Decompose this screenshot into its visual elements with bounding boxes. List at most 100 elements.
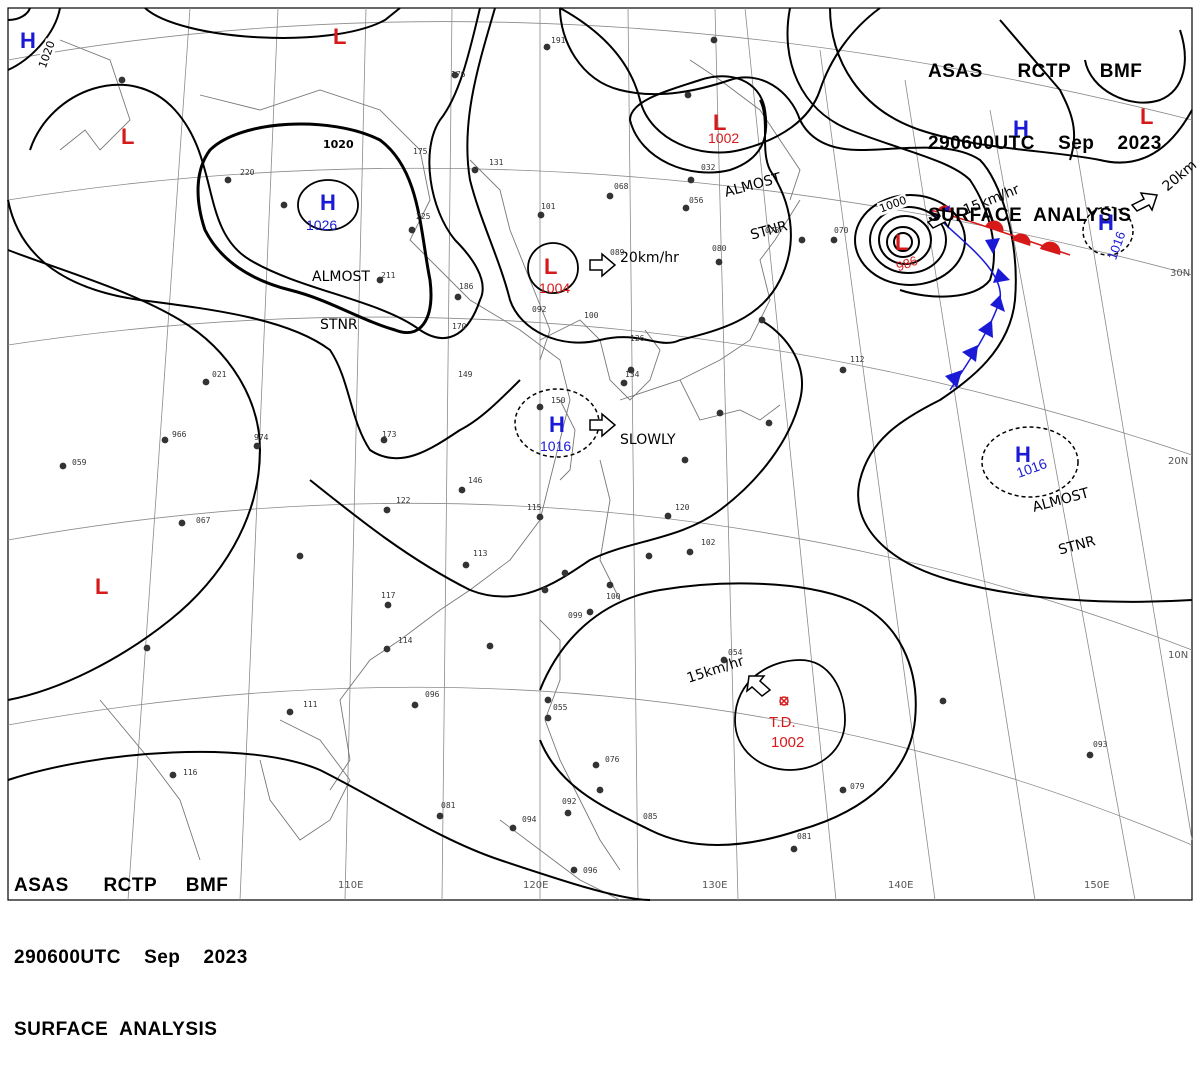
map-frame: [7, 7, 1193, 901]
low-typhoon: L: [895, 230, 909, 255]
station-value: 117: [381, 591, 396, 600]
station-value: 059: [72, 458, 87, 467]
station-value: 220: [240, 168, 255, 177]
td-label: T.D.: [769, 714, 796, 731]
station-value: 080: [712, 244, 727, 253]
station-value: 094: [522, 815, 537, 824]
station-value: 099: [568, 611, 583, 620]
station-value: 225: [416, 212, 431, 221]
low-sw: L: [95, 574, 109, 599]
station-value: 055: [553, 703, 568, 712]
station-value: 116: [183, 768, 198, 777]
station-value: 974: [254, 433, 269, 442]
lat-label-10: 10N: [1168, 650, 1189, 661]
almost-stnr-label: ALMOST STNR: [312, 269, 370, 333]
station-value: 170: [452, 322, 467, 331]
station-value: 076: [605, 755, 620, 764]
footer-line-2: 290600UTC Sep 2023: [14, 947, 248, 968]
station-value: 081: [441, 801, 456, 810]
arrow-td-icon: [746, 675, 772, 697]
high-east: H: [1015, 442, 1031, 467]
station-value: 120: [675, 503, 690, 512]
td-symbol-icon: [779, 696, 789, 706]
motion-arrows: [589, 192, 1159, 697]
station-value: 126: [630, 334, 645, 343]
arrow-east-icon: [1130, 192, 1159, 212]
station-value: 131: [489, 158, 504, 167]
station-value: 096: [425, 690, 440, 699]
low-nw: L: [121, 124, 135, 149]
lon-label-150: 150E: [1084, 880, 1110, 891]
arrow-korea-icon: [589, 252, 617, 278]
station-value: 054: [728, 648, 743, 657]
low-korea-pressure: 1004: [539, 280, 571, 296]
high-ne: H: [1013, 116, 1029, 141]
arrow-typhoon-icon: [926, 209, 955, 229]
high-pacific: H: [1098, 210, 1114, 235]
header-line-2: 290600UTC Sep 2023: [928, 133, 1162, 154]
station-value: 146: [468, 476, 483, 485]
station-value: 114: [398, 636, 413, 645]
station-value: 089: [610, 248, 625, 257]
station-markers: [59, 36, 1094, 874]
motion-korea-label: 20km/hr: [620, 250, 679, 266]
station-value: 134: [625, 370, 640, 379]
station-value: 122: [396, 496, 411, 505]
station-value: 149: [458, 370, 473, 379]
station-value: 173: [382, 430, 397, 439]
station-value: 021: [212, 370, 227, 379]
high-taiwan-pressure: 1016: [540, 438, 572, 454]
low-japan-sea: L: [713, 110, 727, 135]
surface-analysis-map: [7, 7, 1193, 901]
isobars: [7, 7, 1193, 901]
footer-block: ASAS RCTP BMF 290600UTC Sep 2023 SURFACE…: [14, 826, 248, 1066]
station-value: 032: [701, 163, 716, 172]
station-value: 081: [797, 832, 812, 841]
station-value: 101: [541, 202, 556, 211]
station-value: 068: [614, 182, 629, 191]
station-value: 096: [583, 866, 598, 875]
header-block: ASAS RCTP BMF 290600UTC Sep 2023 SURFACE…: [928, 12, 1162, 252]
lon-label-120: 120E: [523, 880, 549, 891]
high-china-pressure: 1026: [306, 217, 338, 233]
footer-line-3: SURFACE ANALYSIS: [14, 1019, 218, 1040]
header-line-1: ASAS RCTP BMF: [928, 61, 1143, 82]
high-taiwan: H: [549, 412, 565, 437]
station-value: 150: [551, 396, 566, 405]
station-value: 079: [850, 782, 865, 791]
coastlines: [59, 39, 801, 901]
station-value: 113: [473, 549, 488, 558]
arrow-taiwan-icon: [589, 412, 617, 438]
station-value: 092: [532, 305, 547, 314]
low-korea: L: [544, 254, 558, 279]
lat-label-20: 20N: [1168, 456, 1189, 467]
low-n: L: [333, 24, 347, 49]
isobar-label: 1020: [322, 138, 355, 151]
station-value: 112: [850, 355, 865, 364]
station-value: 078: [765, 226, 780, 235]
station-value: 175: [413, 147, 428, 156]
station-value: 966: [172, 430, 187, 439]
motion-taiwan-label: SLOWLY: [620, 432, 676, 448]
station-value: 102: [701, 538, 716, 547]
station-value: 085: [643, 812, 658, 821]
footer-line-1: ASAS RCTP BMF: [14, 875, 229, 896]
station-value: 100: [584, 311, 599, 320]
low-japan-sea-pressure: 1002: [708, 130, 740, 146]
high-nw: H: [20, 28, 36, 53]
station-value: 115: [527, 503, 542, 512]
station-value: 067: [196, 516, 211, 525]
station-value: 092: [562, 797, 577, 806]
lon-label-130: 130E: [702, 880, 728, 891]
high-china: H: [320, 190, 336, 215]
station-value: 191: [551, 36, 566, 45]
station-value: 056: [689, 196, 704, 205]
station-value: 111: [303, 700, 318, 709]
station-value: 176: [451, 70, 466, 79]
station-value: 211: [381, 271, 396, 280]
lat-label-30: 30N: [1170, 268, 1191, 279]
station-value: 093: [1093, 740, 1108, 749]
station-value: 100: [606, 592, 621, 601]
graticule: [7, 7, 1193, 901]
header-line-3: SURFACE ANALYSIS: [928, 205, 1132, 226]
